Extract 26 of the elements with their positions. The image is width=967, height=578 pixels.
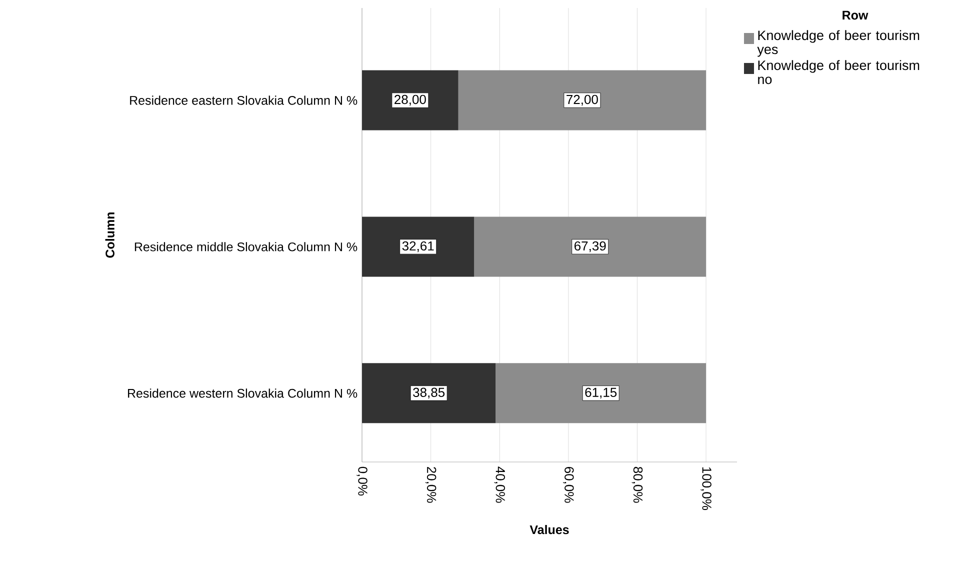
x-tick-label: 40,0% [494, 466, 505, 503]
bar [496, 363, 706, 424]
y-tick-label: Residence eastern Slovakia Column N % [130, 96, 358, 105]
data-label: 32,61 [402, 241, 434, 252]
bar [474, 216, 706, 277]
bar [362, 70, 458, 130]
legend-label: Knowledge of beer tourism yes [757, 30, 920, 57]
data-label: 72,00 [566, 94, 598, 106]
data-label: 38,85 [413, 388, 445, 399]
bar [458, 70, 706, 130]
x-tick-label: 0,0% [356, 466, 368, 496]
y-tick-label: Residence western Slovakia Column N % [128, 388, 358, 398]
legend-label: Knowledge of beer tourism no [758, 60, 920, 84]
data-label: 67,39 [574, 241, 606, 252]
x-tick-label: 20,0% [425, 467, 436, 503]
bar [362, 216, 474, 277]
data-label: 28,00 [394, 94, 426, 106]
x-tick-label: 80,0% [632, 466, 643, 503]
bar [362, 363, 496, 424]
x-axis-title: Values [530, 524, 569, 534]
data-label: 61,15 [585, 388, 617, 399]
x-tick-label: 60,0% [563, 467, 574, 503]
x-tick-label: 100,0% [700, 467, 712, 510]
y-axis-title: Column [105, 212, 114, 258]
y-tick-label: Residence middle Slovakia Column N % [134, 242, 358, 252]
legend-title: Row [842, 10, 868, 20]
